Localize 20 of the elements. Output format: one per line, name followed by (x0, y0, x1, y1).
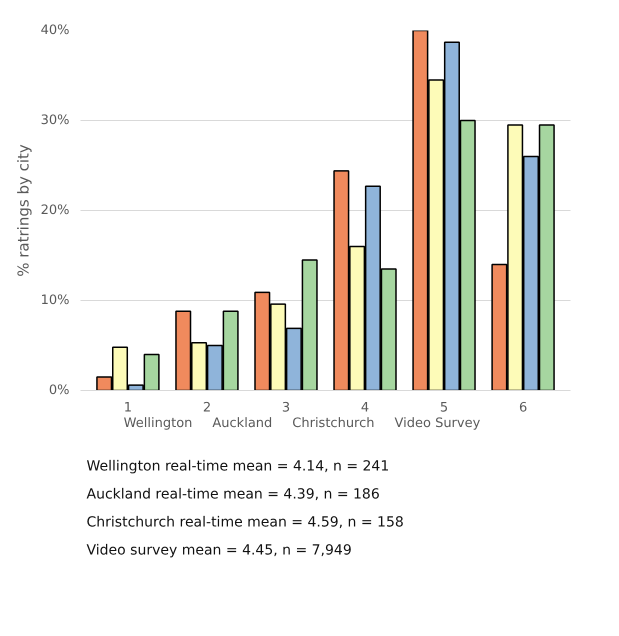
text: Christchurch real-time mean = 4.59, n = 158 (86, 514, 404, 530)
x-tick-label: 3 (282, 400, 290, 416)
y-tick-label: 0% (48, 383, 70, 398)
series-label: Video Survey (394, 416, 480, 431)
y-axis-title: % ratrings by city (14, 144, 33, 277)
series-label: Auckland (212, 416, 272, 431)
y-tick-label: 30% (40, 113, 70, 128)
y-tick-label: 40% (40, 23, 70, 38)
x-tick-label: 2 (202, 400, 212, 416)
x-tick-label: 1 (124, 400, 132, 416)
series-label: Christchurch (292, 416, 375, 431)
x-tick-label: 6 (518, 400, 528, 416)
x-tick-label: 4 (360, 400, 370, 416)
text: Auckland real-time mean = 4.39, n = 186 (86, 486, 380, 502)
series-label: Wellington (124, 416, 192, 431)
x-tick-label: 5 (440, 400, 448, 416)
y-tick-label: 20% (40, 203, 70, 218)
text: Wellington real-time mean = 4.14, n = 241 (86, 458, 390, 474)
text: Video survey mean = 4.45, n = 7,949 (86, 542, 352, 558)
y-tick-label: 10% (40, 293, 70, 308)
